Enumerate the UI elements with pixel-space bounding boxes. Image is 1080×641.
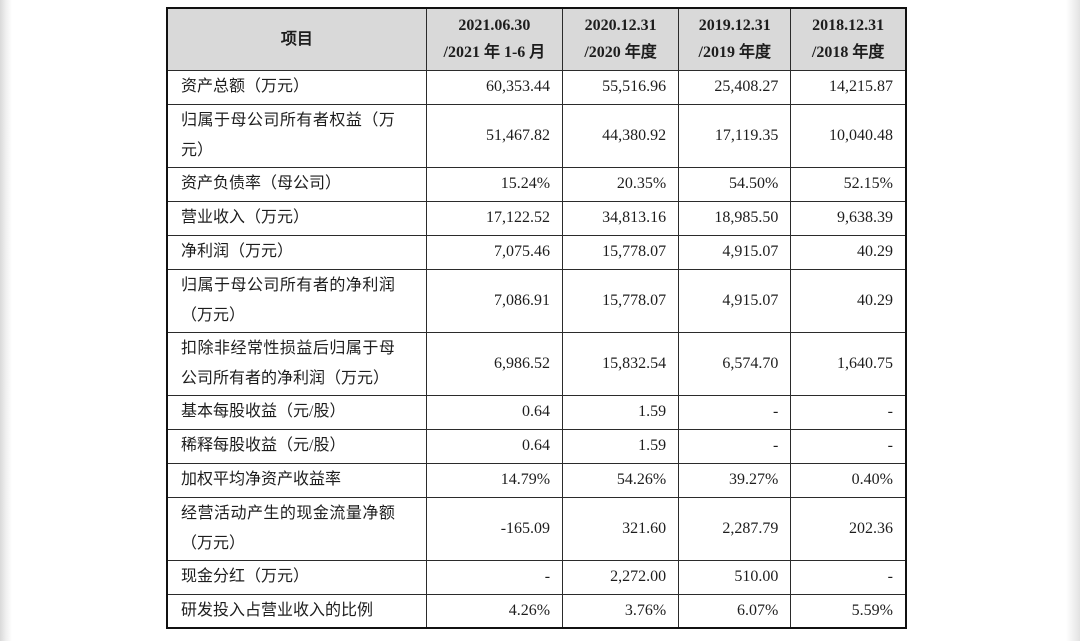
row-value-cell: 7,075.46	[425, 234, 564, 270]
row-label-cell: 稀释每股收益（元/股）	[166, 428, 427, 464]
row-value-cell: 44,380.92	[562, 103, 680, 168]
row-value-cell: 202.36	[790, 496, 907, 561]
row-value-cell: 54.26%	[562, 462, 680, 498]
row-label-cell: 营业收入（万元）	[166, 200, 427, 236]
row-value-cell: 321.60	[562, 496, 680, 561]
row-value-cell: 15,778.07	[562, 268, 680, 333]
row-value-cell: 18,985.50	[678, 200, 792, 236]
row-value-cell: 25,408.27	[678, 69, 792, 105]
row-value-cell: 0.64	[425, 394, 564, 430]
row-label-cell: 现金分红（万元）	[166, 559, 427, 595]
row-value-cell: 3.76%	[562, 593, 680, 629]
row-value-cell: 17,122.52	[425, 200, 564, 236]
header-period-cell: 2021.06.30/2021 年 1-6 月	[425, 7, 564, 71]
header-period-cell: 2019.12.31/2019 年度	[678, 7, 792, 71]
row-value-cell: 15,832.54	[562, 331, 680, 396]
row-label-cell: 加权平均净资产收益率	[166, 462, 427, 498]
header-period-date: 2019.12.31	[698, 17, 771, 35]
table-row: 营业收入（万元） 17,122.52 34,813.16 18,985.50 9,638…	[166, 200, 907, 236]
row-value-cell: 1.59	[562, 394, 680, 430]
row-value-cell: 1.59	[562, 428, 680, 464]
row-value-cell: 40.29	[790, 268, 907, 333]
row-value-cell: 39.27%	[678, 462, 792, 498]
row-label-cell: 扣除非经常性损益后归属于母公司所有者的净利润（万元）	[166, 331, 427, 396]
table-row: 研发投入占营业收入的比例 4.26% 3.76% 6.07% 5.59%	[166, 593, 907, 629]
table-header-row: 项目 2021.06.30/2021 年 1-6 月 2020.12.31/202…	[166, 7, 907, 71]
table-row: 基本每股收益（元/股） 0.64 1.59- -	[166, 394, 907, 430]
row-value-cell: -	[790, 428, 907, 464]
row-value-cell: -	[678, 428, 792, 464]
row-value-cell: 60,353.44	[425, 69, 564, 105]
row-value-cell: 9,638.39	[790, 200, 907, 236]
row-value-cell: 510.00	[678, 559, 792, 595]
table-row: 资产总额（万元） 60,353.44 55,516.96 25,408.27 14,21…	[166, 69, 907, 105]
row-value-cell: 14,215.87	[790, 69, 907, 105]
row-value-cell: 17,119.35	[678, 103, 792, 168]
table-row: 加权平均净资产收益率 14.79% 54.26% 39.27% 0.40%	[166, 462, 907, 498]
row-label-cell: 基本每股收益（元/股）	[166, 394, 427, 430]
row-value-cell: -165.09	[425, 496, 564, 561]
row-value-cell: 4,915.07	[678, 268, 792, 333]
row-label-cell: 研发投入占营业收入的比例	[166, 593, 427, 629]
row-value-cell: -	[790, 394, 907, 430]
row-label-cell: 经营活动产生的现金流量净额（万元）	[166, 496, 427, 561]
row-label-cell: 净利润（万元）	[166, 234, 427, 270]
row-value-cell: 5.59%	[790, 593, 907, 629]
table-row: 扣除非经常性损益后归属于母公司所有者的净利润（万元） 6,986.52 15,832…	[166, 331, 907, 396]
row-value-cell: 2,272.00	[562, 559, 680, 595]
row-value-cell: 52.15%	[790, 166, 907, 202]
header-period-range: /2021 年 1-6 月	[443, 44, 546, 62]
row-value-cell: 40.29	[790, 234, 907, 270]
row-value-cell: 14.79%	[425, 462, 564, 498]
table-row: 经营活动产生的现金流量净额（万元） -165.09 321.60 2,287.79 20…	[166, 496, 907, 561]
row-value-cell: 10,040.48	[790, 103, 907, 168]
row-value-cell: 15.24%	[425, 166, 564, 202]
row-value-cell: 34,813.16	[562, 200, 680, 236]
row-value-cell: -	[678, 394, 792, 430]
row-label-cell: 资产总额（万元）	[166, 69, 427, 105]
row-value-cell: 6,574.70	[678, 331, 792, 396]
header-period-date: 2020.12.31	[584, 17, 657, 35]
table-row: 净利润（万元） 7,075.46 15,778.07 4,915.07 40.29	[166, 234, 907, 270]
row-label-cell: 资产负债率（母公司）	[166, 166, 427, 202]
row-value-cell: 20.35%	[562, 166, 680, 202]
row-value-cell: 6.07%	[678, 593, 792, 629]
table-row: 稀释每股收益（元/股） 0.64 1.59- -	[166, 428, 907, 464]
row-value-cell: 15,778.07	[562, 234, 680, 270]
header-period-range: /2018 年度	[811, 44, 885, 62]
row-value-cell: 4,915.07	[678, 234, 792, 270]
row-value-cell: 7,086.91	[425, 268, 564, 333]
header-period-cell: 2020.12.31/2020 年度	[562, 7, 680, 71]
row-value-cell: -	[790, 559, 907, 595]
header-period-cell: 2018.12.31/2018 年度	[790, 7, 907, 71]
row-value-cell: 55,516.96	[562, 69, 680, 105]
page-edge-right	[1066, 0, 1080, 641]
row-value-cell: 1,640.75	[790, 331, 907, 396]
row-value-cell: 0.40%	[790, 462, 907, 498]
row-value-cell: 54.50%	[678, 166, 792, 202]
row-value-cell: 0.64	[425, 428, 564, 464]
table-row: 归属于母公司所有者的净利润（万元） 7,086.91 15,778.07 4,915.…	[166, 268, 907, 333]
financial-summary-table: 项目 2021.06.30/2021 年 1-6 月 2020.12.31/202…	[166, 7, 907, 629]
row-label-cell: 归属于母公司所有者权益（万元）	[166, 103, 427, 168]
header-period-date: 2021.06.30	[458, 17, 531, 35]
table-row: 资产负债率（母公司） 15.24% 20.35% 54.50% 52.15%	[166, 166, 907, 202]
page-edge-left	[0, 0, 12, 641]
row-value-cell: -	[425, 559, 564, 595]
row-value-cell: 2,287.79	[678, 496, 792, 561]
header-period-range: /2019 年度	[698, 44, 771, 62]
header-item-cell: 项目	[166, 7, 427, 71]
row-value-cell: 51,467.82	[425, 103, 564, 168]
row-label-cell: 归属于母公司所有者的净利润（万元）	[166, 268, 427, 333]
row-value-cell: 6,986.52	[425, 331, 564, 396]
header-period-range: /2020 年度	[584, 44, 657, 62]
header-period-date: 2018.12.31	[812, 17, 885, 35]
table-row: 现金分红（万元） -2,272.00 510.00-	[166, 559, 907, 595]
row-value-cell: 4.26%	[425, 593, 564, 629]
table-row: 归属于母公司所有者权益（万元） 51,467.82 44,380.92 17,119.…	[166, 103, 907, 168]
